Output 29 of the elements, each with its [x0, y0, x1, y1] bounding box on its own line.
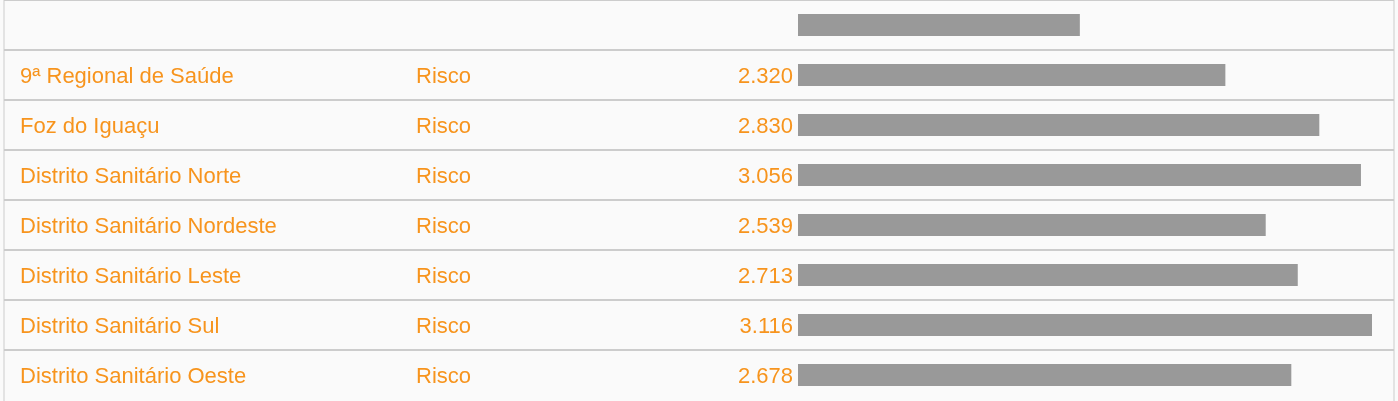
y-tick-label: Distrito Sanitário Nordeste — [20, 212, 277, 238]
bar — [798, 314, 1372, 336]
bar — [798, 114, 1320, 136]
data-label: 2.539 — [737, 212, 793, 238]
text: Risco — [416, 162, 472, 188]
y-tick-label: Distrito Sanitário Oeste — [20, 362, 247, 388]
bar — [798, 64, 1226, 86]
y-tick-label: Foz do Iguaçu — [20, 112, 160, 138]
text: Risco — [416, 112, 472, 138]
text: Risco — [416, 62, 472, 88]
data-label: 2.830 — [737, 112, 793, 138]
data-label: 2.713 — [737, 262, 793, 288]
y-tick-label: Distrito Sanitário Leste — [20, 262, 242, 288]
bar — [798, 364, 1292, 386]
text: Risco — [416, 312, 472, 338]
y-tick-label: Distrito Sanitário Norte — [20, 162, 242, 188]
data-label: 3.056 — [737, 162, 793, 188]
data-label: 2.320 — [737, 62, 793, 88]
bar — [798, 14, 1080, 36]
bar — [798, 164, 1361, 186]
bar — [798, 264, 1298, 286]
data-label: 3.116 — [739, 312, 793, 338]
data-label: 2.678 — [737, 362, 793, 388]
y-tick-label: 9ª Regional de Saúde — [20, 62, 234, 88]
text: Risco — [416, 262, 472, 288]
y-tick-label: Distrito Sanitário Sul — [20, 312, 220, 338]
text: Risco — [416, 362, 472, 388]
text: Risco — [416, 212, 472, 238]
bar — [798, 214, 1266, 236]
